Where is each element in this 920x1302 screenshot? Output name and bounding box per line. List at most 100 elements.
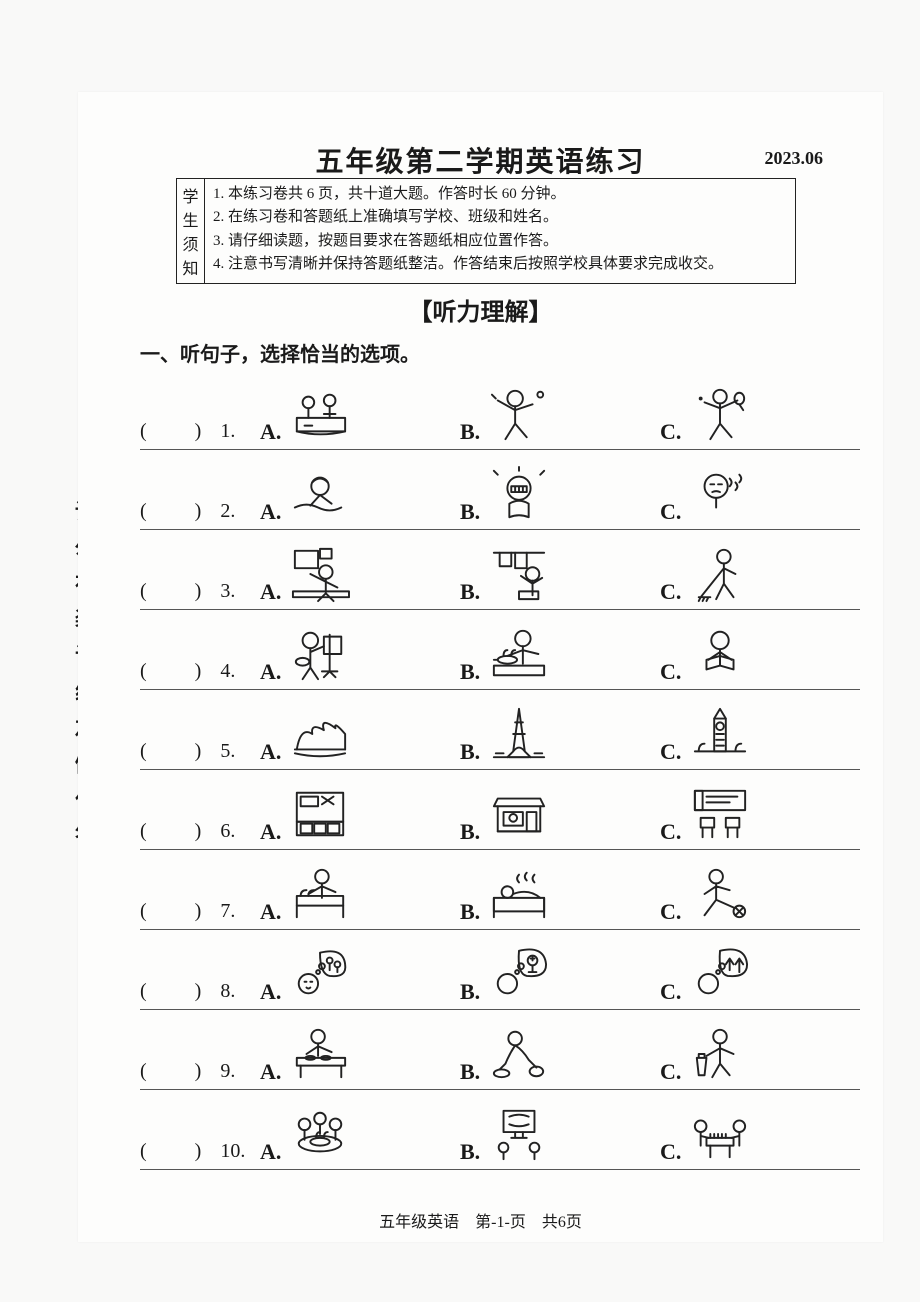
option-cell[interactable]: B. [460,463,660,529]
question-row: ( ) 2.A. B.C. [140,450,860,530]
question-number[interactable]: ( ) 9. [140,1054,260,1089]
option-cell[interactable]: B. [460,623,660,689]
teeth-chatter-icon [486,463,552,525]
girl-cook-pan-icon [486,623,552,685]
page-date: 2023.06 [765,148,824,169]
boy-baseball-icon [486,383,552,445]
big-ben-icon [687,703,753,765]
option-cell[interactable]: A. [260,943,460,1009]
instructions-label-char: 知 [182,255,198,279]
question-number[interactable]: ( ) 5. [140,734,260,769]
question-row: ( ) 9.A. B. C. [140,1010,860,1090]
option-label: A. [260,739,281,765]
option-label: B. [460,739,480,765]
option-cell[interactable]: B. [460,783,660,849]
option-cell[interactable]: C. [660,703,860,769]
option-cell[interactable]: A. [260,1103,460,1169]
instructions-list: 1. 本练习卷共 6 页，共十道大题。作答时长 60 分钟。 2. 在练习卷和答… [205,179,795,283]
sydney-opera-icon [287,703,353,765]
girl-set-table-icon [287,1023,353,1085]
question-row: ( ) 6.A.B.C. [140,770,860,850]
option-cell[interactable]: B. [460,1103,660,1169]
option-cell[interactable]: C. [660,943,860,1009]
option-cell[interactable]: C. [660,623,860,689]
question-number[interactable]: ( ) 8. [140,974,260,1009]
family-hotpot-icon [287,1103,353,1165]
option-label: B. [460,659,480,685]
question-row: ( ) 5.A. B. C. [140,690,860,770]
option-cell[interactable]: C. [660,543,860,609]
people-washing-icon [287,383,353,445]
option-label: C. [660,979,681,1005]
option-cell[interactable]: B. [460,1023,660,1089]
girl-pingpong-icon [687,383,753,445]
option-cell[interactable]: A. [260,783,460,849]
kids-play-chess-icon [687,1103,753,1165]
option-label: A. [260,1059,281,1085]
option-cell[interactable]: C. [660,1103,860,1169]
option-cell[interactable]: C. [660,463,860,529]
question-number[interactable]: ( ) 10. [140,1134,260,1169]
instruction-item: 1. 本练习卷共 6 页，共十道大题。作答时长 60 分钟。 [213,183,787,206]
option-label: C. [660,1139,681,1165]
option-label: B. [460,979,480,1005]
option-cell[interactable]: A. [260,1023,460,1089]
option-cell[interactable]: C. [660,863,860,929]
question-number[interactable]: ( ) 4. [140,654,260,689]
question-number[interactable]: ( ) 7. [140,894,260,929]
option-label: B. [460,419,480,445]
question-row: ( ) 4.A.B. C. [140,610,860,690]
option-cell[interactable]: B. [460,543,660,609]
girl-read-icon [687,623,753,685]
instruction-item: 4. 注意书写清晰并保持答题纸整洁。作答结束后按照学校具体要求完成收交。 [213,253,787,276]
instructions-label-char: 学 [182,183,198,207]
option-label: C. [660,499,681,525]
option-cell[interactable]: A. [260,543,460,609]
kitchen-counter-icon [287,783,353,845]
option-cell[interactable]: C. [660,383,860,449]
option-cell[interactable]: A. [260,703,460,769]
instructions-box: 学 生 须 知 1. 本练习卷共 6 页，共十道大题。作答时长 60 分钟。 2… [176,178,796,284]
page-title: 五年级第二学期英语练习 [315,140,645,180]
option-cell[interactable]: B. [460,383,660,449]
option-cell[interactable]: A. [260,863,460,929]
question-number[interactable]: ( ) 2. [140,494,260,529]
eiffel-tower-icon [486,703,552,765]
option-label: A. [260,419,281,445]
option-label: C. [660,819,681,845]
page-background: 请勿在装订线左侧作答 五年级第二学期英语练习 2023.06 学 生 须 知 1… [0,0,920,1302]
instruction-item: 2. 在练习卷和答题纸上准确填写学校、班级和姓名。 [213,206,787,229]
option-cell[interactable]: A. [260,383,460,449]
option-cell[interactable]: B. [460,703,660,769]
option-cell[interactable]: A. [260,623,460,689]
dream-doctor-icon [486,943,552,1005]
option-label: C. [660,899,681,925]
option-label: A. [260,499,281,525]
question-1-title: 一、听句子，选择恰当的选项。 [140,338,420,367]
question-number[interactable]: ( ) 3. [140,574,260,609]
dream-forest-icon [687,943,753,1005]
option-cell[interactable]: B. [460,943,660,1009]
dream-flowers-icon [287,943,353,1005]
option-cell[interactable]: B. [460,863,660,929]
food-stall-icon [486,783,552,845]
question-row: ( ) 8.A.B. C. [140,930,860,1010]
question-number[interactable]: ( ) 6. [140,814,260,849]
question-row: ( ) 3.A.B.C. [140,530,860,610]
option-label: C. [660,579,681,605]
option-cell[interactable]: C. [660,783,860,849]
girl-trash-icon [687,1023,753,1085]
option-label: A. [260,1139,281,1165]
option-label: C. [660,739,681,765]
option-label: B. [460,1059,480,1085]
option-cell[interactable]: A. [260,463,460,529]
question-row: ( ) 1.A. B. C. [140,370,860,450]
option-cell[interactable]: C. [660,1023,860,1089]
instructions-label-char: 须 [182,231,198,255]
girl-hang-clothes-icon [486,543,552,605]
girl-easel-icon [287,623,353,685]
classroom-icon [687,783,753,845]
option-label: B. [460,899,480,925]
boy-sleep-bed-icon [486,863,552,925]
question-number[interactable]: ( ) 1. [140,414,260,449]
